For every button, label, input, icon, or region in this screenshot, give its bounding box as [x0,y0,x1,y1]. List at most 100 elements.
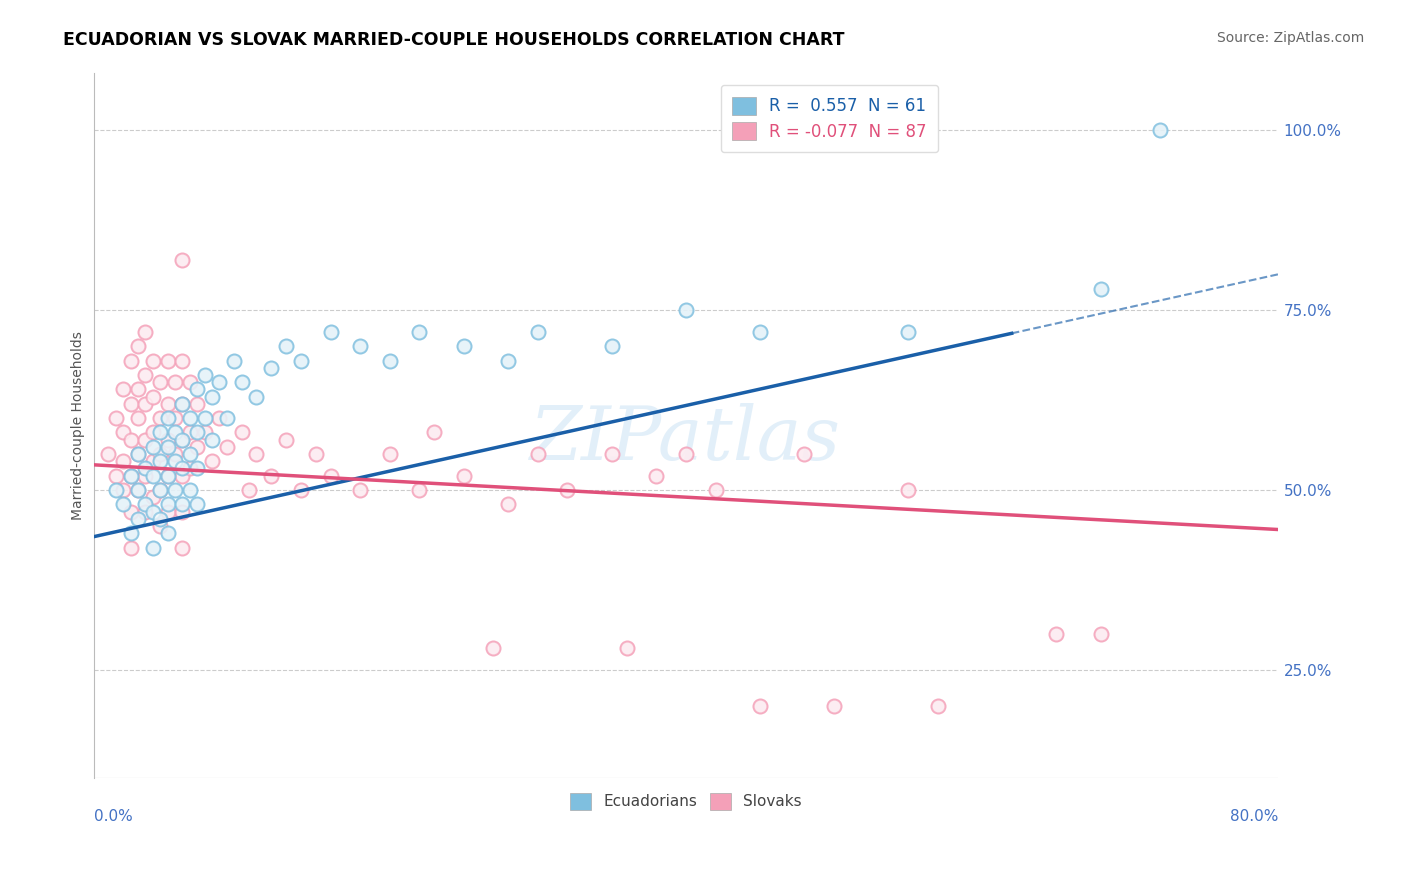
Point [120,526,142,541]
Point [749,325,772,339]
Point [194,368,217,382]
Point [127,447,149,461]
Point [104,411,127,425]
Point [319,468,342,483]
Point [172,504,194,518]
Point [675,447,697,461]
Point [201,390,224,404]
Point [120,526,142,541]
Point [172,461,194,475]
Point [208,411,231,425]
Point [349,483,371,497]
Point [423,425,446,440]
Point [127,447,149,461]
Point [290,353,312,368]
Point [408,483,430,497]
Point [134,368,156,382]
Point [245,447,267,461]
Point [1090,282,1112,296]
Point [527,447,550,461]
Text: 0.0%: 0.0% [94,809,132,824]
Point [172,433,194,447]
Point [112,497,135,511]
Point [156,468,179,483]
Point [823,698,845,713]
Point [120,468,142,483]
Point [172,397,194,411]
Point [120,353,142,368]
Point [127,447,149,461]
Point [290,353,312,368]
Point [127,382,149,396]
Point [616,641,638,656]
Point [120,504,142,518]
Point [142,353,165,368]
Point [408,325,430,339]
Point [231,375,253,389]
Point [156,497,179,511]
Point [496,497,519,511]
Point [156,440,179,454]
Point [127,411,149,425]
Point [172,468,194,483]
Point [156,440,179,454]
Point [231,425,253,440]
Point [186,461,208,475]
Point [156,433,179,447]
Point [749,698,772,713]
Point [172,468,194,483]
Point [156,353,179,368]
Point [408,325,430,339]
Point [142,468,165,483]
Point [215,411,238,425]
Point [172,397,194,411]
Point [120,468,142,483]
Point [163,454,186,468]
Point [274,339,297,353]
Point [482,641,505,656]
Point [749,325,772,339]
Point [1045,627,1067,641]
Point [378,353,401,368]
Point [1149,123,1171,137]
Point [127,447,149,461]
Point [134,504,156,518]
Point [134,468,156,483]
Point [186,425,208,440]
Point [156,397,179,411]
Point [172,504,194,518]
Point [156,504,179,518]
Point [231,375,253,389]
Point [156,504,179,518]
Point [408,483,430,497]
Point [245,447,267,461]
Point [224,353,246,368]
Point [208,375,231,389]
Point [172,497,194,511]
Point [172,353,194,368]
Point [156,468,179,483]
Point [927,698,949,713]
Point [127,483,149,497]
Point [156,397,179,411]
Point [120,353,142,368]
Point [186,440,208,454]
Y-axis label: Married-couple Households: Married-couple Households [72,331,86,520]
Point [149,411,172,425]
Point [179,375,201,389]
Point [260,360,283,375]
Point [104,468,127,483]
Point [149,375,172,389]
Point [186,397,208,411]
Point [179,411,201,425]
Point [616,641,638,656]
Point [290,483,312,497]
Point [112,497,135,511]
Point [127,483,149,497]
Point [172,433,194,447]
Point [349,339,371,353]
Point [749,698,772,713]
Point [172,252,194,267]
Point [208,411,231,425]
Point [142,468,165,483]
